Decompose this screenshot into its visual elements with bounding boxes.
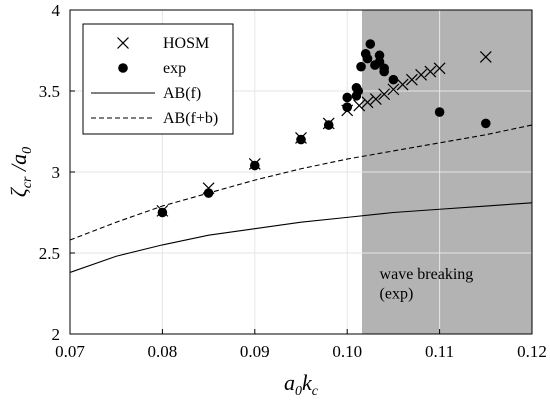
y-axis-label: ζcr /a0 [6,147,35,197]
hosm-point [361,96,374,109]
y-tick-label: 3.5 [39,82,60,101]
ticks-layer: 0.07 0.08 0.09 0.10 0.11 0.12 2 2.5 3 3.5 4 [39,1,547,361]
model-lines-layer [69,124,533,273]
exp-point [379,66,389,77]
y-axis-label-zeta: ζ [6,186,31,197]
exp-point [203,188,214,198]
x-axis-label-sub1: 0 [295,384,302,399]
y-axis-label-mid: /a [6,154,31,177]
x-tick-label: 0.07 [55,342,85,361]
x-axis-label: a0kc [284,370,319,399]
legend: HOSM exp AB(f) AB(f+b) [82,23,234,135]
x-tick-label: 0.11 [425,342,454,361]
exp-point [362,53,373,64]
exp-point [353,86,364,96]
exp-point [342,92,353,103]
x-tick-label: 0.09 [240,342,270,361]
exp-point [388,74,399,85]
exp-point [434,107,445,117]
legend-hosm-marker [117,37,129,49]
exp-point [356,61,366,72]
series-line-AB(f+b) [69,124,533,241]
y-tick-label: 4 [52,1,61,20]
exp-point [365,39,376,49]
hosm-point [387,83,400,96]
hosm-point [353,99,366,112]
hosm-point [369,93,382,106]
y-axis-label-sub2: 0 [20,147,35,154]
markers-layer [156,39,492,218]
legend-box [82,23,234,135]
hosm-point [396,78,409,91]
x-tick-label: 0.08 [148,342,178,361]
y-axis-label-sub1: cr [20,176,35,188]
exp-point [296,134,306,145]
hosm-point [479,51,492,63]
legend-exp-marker [118,63,128,73]
y-tick-label: 2 [52,325,61,344]
annotation-wave-breaking: wave breaking [380,266,474,283]
annotation-exp: (exp) [380,285,414,302]
exp-point [157,207,168,218]
legend-label: AB(f+b) [163,110,218,127]
y-tick-label: 2.5 [39,244,60,263]
x-tick-label: 0.10 [332,342,362,361]
hosm-point [405,73,418,86]
x-tick-label: 0.12 [517,342,547,361]
exp-point [481,118,491,129]
exp-point [342,102,353,112]
exp-point [250,160,260,171]
x-axis-label-a: a [284,370,295,395]
exp-point [323,120,334,130]
legend-label: HOSM [163,35,209,52]
legend-label: exp [163,60,186,77]
legend-label: AB(f) [163,85,201,102]
hosm-point [378,88,391,101]
hosm-point [415,68,428,81]
x-axis-label-sub2: c [312,384,319,399]
hosm-point [433,62,446,75]
y-tick-label: 3 [52,163,61,182]
series-line-AB(f) [69,202,533,273]
x-axis-label-k: k [302,370,313,395]
hosm-point [424,65,437,78]
